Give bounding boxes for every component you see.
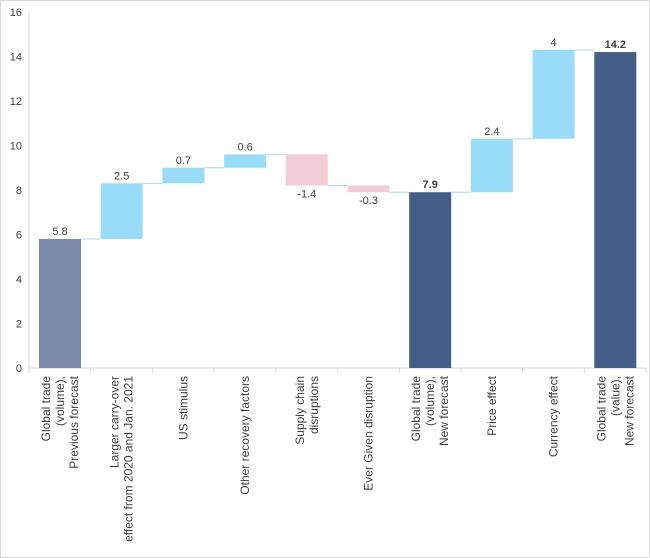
data-label: -0.3 [359, 195, 378, 207]
category-label-line: Supply chain [293, 376, 307, 445]
category-label-line: New forecast [622, 375, 636, 446]
y-tick-label: 2 [16, 319, 22, 331]
category-label-line: effect from 2020 and Jan. 2021 [122, 376, 136, 542]
y-tick-label: 0 [16, 363, 22, 375]
axes: 0 2 4 6 8 10 12 14 16 [10, 7, 647, 375]
bar [594, 52, 637, 369]
data-label: 5.8 [52, 226, 67, 238]
category-label: Other recovery factors [238, 376, 252, 495]
data-label: 4 [551, 37, 557, 49]
bar [100, 183, 143, 239]
data-label: 2.4 [484, 126, 499, 138]
category-label: Global trade (volume), New forecast [409, 375, 451, 446]
category-label: Supply chain disruptions [293, 376, 321, 445]
y-tick-label: 6 [16, 230, 22, 242]
bar [285, 154, 328, 186]
data-label: -1.4 [297, 189, 316, 201]
category-label: US stimulus [176, 376, 190, 440]
category-label-line: Global trade [39, 376, 53, 442]
category-label-line: New forecast [437, 375, 451, 446]
category-label: Global trade (volume), Previous forecast [39, 375, 81, 468]
data-labels: 5.8 2.5 0.7 0.6 -1.4 -0.3 7.9 2.4 4 14.2 [52, 37, 626, 238]
data-label: 0.6 [237, 141, 252, 153]
bar [532, 49, 575, 139]
category-label-line: (volume), [53, 376, 67, 426]
category-label-line: Currency effect [547, 375, 561, 457]
category-label-line: Global trade [409, 376, 423, 442]
data-label: 14.2 [605, 39, 626, 51]
category-label-line: Other recovery factors [238, 376, 252, 495]
category-label: Currency effect [547, 375, 561, 457]
y-tick-label: 8 [16, 185, 22, 197]
y-tick-label: 10 [10, 141, 22, 153]
category-label: Larger carry-over effect from 2020 and Ja… [108, 376, 136, 542]
category-label-line: (volume), [423, 376, 437, 426]
category-label-line: Global trade [594, 376, 608, 442]
bar [347, 185, 390, 193]
data-label: 2.5 [114, 170, 129, 182]
bar [470, 138, 513, 193]
bar [39, 238, 81, 368]
category-label-line: Larger carry-over [108, 376, 122, 468]
bar [224, 154, 267, 168]
category-label-line: Ever Given disruption [362, 376, 376, 491]
category-label-line: Price effect [485, 375, 499, 435]
category-label-line: US stimulus [176, 376, 190, 440]
category-labels: Global trade (volume), Previous forecast La… [39, 375, 636, 542]
category-label: Global trade (value), New forecast [594, 375, 636, 446]
bar [162, 167, 205, 184]
data-label: 7.9 [423, 179, 438, 191]
y-tick-label: 14 [10, 52, 22, 64]
bars [39, 49, 637, 369]
category-label-line: Previous forecast [67, 375, 81, 468]
y-tick-label: 16 [10, 7, 22, 19]
category-label-line: (value), [608, 376, 622, 416]
y-tick-label: 12 [10, 96, 22, 108]
data-label: 0.7 [176, 155, 191, 167]
connectors [81, 49, 595, 240]
y-tick-label: 4 [16, 274, 22, 286]
category-label: Price effect [485, 375, 499, 435]
bar [409, 192, 452, 368]
category-label-line: disruptions [307, 376, 321, 434]
category-label: Ever Given disruption [362, 376, 376, 491]
